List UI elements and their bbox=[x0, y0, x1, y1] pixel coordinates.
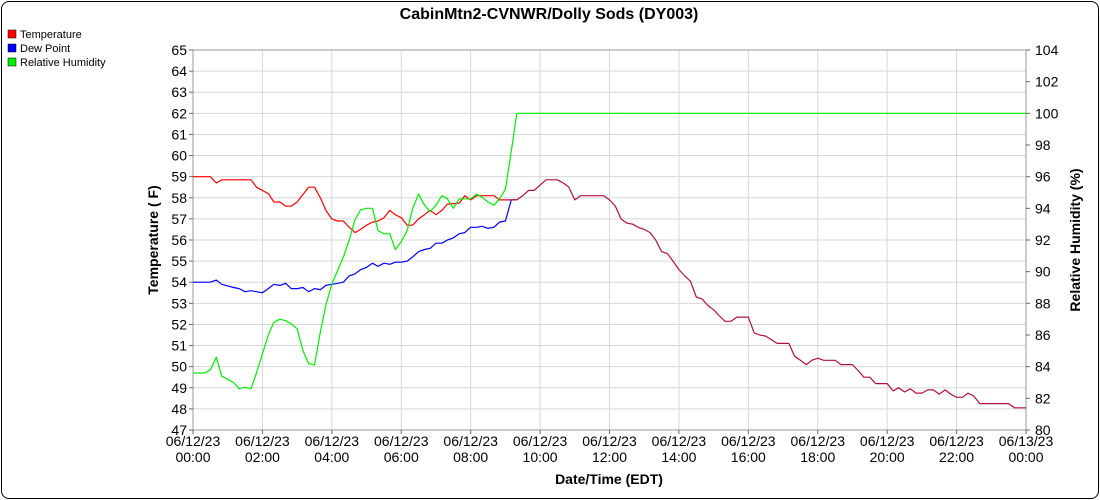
series-lines bbox=[193, 112, 1026, 409]
y-tick-label: 64 bbox=[171, 63, 187, 79]
y-tick-label: 56 bbox=[171, 232, 187, 248]
x-tick-time: 22:00 bbox=[939, 449, 974, 465]
y-tick-label: 57 bbox=[171, 211, 187, 227]
y2-tick-label: 88 bbox=[1035, 295, 1051, 311]
y-tick-label: 54 bbox=[171, 274, 187, 290]
series-line-dew-point bbox=[193, 199, 517, 294]
x-tick-time: 14:00 bbox=[661, 449, 696, 465]
y2-tick-label: 102 bbox=[1035, 74, 1059, 90]
y-tick-label: 60 bbox=[171, 148, 187, 164]
y2-tick-label: 92 bbox=[1035, 232, 1051, 248]
y-tick-label: 51 bbox=[171, 338, 187, 354]
x-tick-time: 18:00 bbox=[800, 449, 835, 465]
legend-label: Relative Humidity bbox=[20, 57, 106, 69]
x-tick-time: 00:00 bbox=[1008, 449, 1043, 465]
y-tick-label: 50 bbox=[171, 359, 187, 375]
y-tick-label: 61 bbox=[171, 126, 187, 142]
legend-swatch bbox=[7, 29, 17, 39]
legend-label: Dew Point bbox=[20, 43, 70, 55]
y-tick-label: 62 bbox=[171, 105, 187, 121]
x-tick-time: 04:00 bbox=[314, 449, 349, 465]
y2-tick-label: 96 bbox=[1035, 169, 1051, 185]
y-tick-label: 53 bbox=[171, 295, 187, 311]
x-tick-date: 06/12/23 bbox=[374, 433, 429, 449]
legend-swatch bbox=[7, 57, 17, 67]
x-tick-time: 02:00 bbox=[245, 449, 280, 465]
x-tick-date: 06/12/23 bbox=[929, 433, 984, 449]
x-tick-time: 12:00 bbox=[592, 449, 627, 465]
x-tick-date: 06/12/23 bbox=[235, 433, 290, 449]
y2-tick-label: 94 bbox=[1035, 200, 1051, 216]
x-tick-time: 00:00 bbox=[175, 449, 210, 465]
y-tick-label: 63 bbox=[171, 84, 187, 100]
y-tick-label: 47 bbox=[171, 422, 187, 438]
x-tick-date: 06/12/23 bbox=[791, 433, 846, 449]
x-tick-date: 06/13/23 bbox=[999, 433, 1054, 449]
x-tick-time: 10:00 bbox=[523, 449, 558, 465]
y-tick-label: 59 bbox=[171, 169, 187, 185]
y-tick-label: 55 bbox=[171, 253, 187, 269]
x-tick-date: 06/12/23 bbox=[443, 433, 498, 449]
y-tick-label: 58 bbox=[171, 190, 187, 206]
y2-tick-label: 98 bbox=[1035, 137, 1051, 153]
legend-label: Temperature bbox=[20, 29, 82, 41]
legend-swatch bbox=[7, 43, 17, 53]
y-tick-label: 52 bbox=[171, 316, 187, 332]
y2-tick-label: 82 bbox=[1035, 390, 1051, 406]
y2-tick-label: 90 bbox=[1035, 264, 1051, 280]
x-tick-date: 06/12/23 bbox=[305, 433, 360, 449]
y2-tick-label: 100 bbox=[1035, 105, 1059, 121]
y-tick-label: 65 bbox=[171, 42, 187, 58]
y-axis-ticks: 47 48 49 50 51 52 53 54 55 56 57 58 59 60 61 62 63 64 65 bbox=[171, 42, 193, 438]
x-tick-date: 06/12/23 bbox=[582, 433, 637, 449]
y2-tick-label: 104 bbox=[1035, 42, 1059, 58]
y-tick-label: 49 bbox=[171, 380, 187, 396]
y-axis-label: Temperature ( F) bbox=[145, 185, 161, 294]
y2-axis-label: Relative Humidity (%) bbox=[1067, 168, 1083, 311]
x-tick-date: 06/12/23 bbox=[652, 433, 707, 449]
series-line-temperature bbox=[193, 176, 506, 234]
y-tick-label: 48 bbox=[171, 401, 187, 417]
series-line-relative-humidity bbox=[193, 112, 1026, 390]
y2-axis-ticks: 80 82 84 86 88 90 92 94 96 98 100 102 104 bbox=[1026, 42, 1059, 438]
x-tick-date: 06/12/23 bbox=[166, 433, 221, 449]
x-axis-ticks: 06/12/2300:0006/12/2302:0006/12/2304:000… bbox=[166, 430, 1054, 465]
legend: Temperature Dew Point Relative Humidity bbox=[7, 29, 106, 69]
x-tick-time: 06:00 bbox=[384, 449, 419, 465]
x-tick-date: 06/12/23 bbox=[513, 433, 568, 449]
x-tick-date: 06/12/23 bbox=[721, 433, 776, 449]
x-tick-date: 06/12/23 bbox=[860, 433, 915, 449]
y2-tick-label: 84 bbox=[1035, 359, 1051, 375]
y2-tick-label: 80 bbox=[1035, 422, 1051, 438]
x-axis-label: Date/Time (EDT) bbox=[555, 471, 663, 487]
x-tick-time: 08:00 bbox=[453, 449, 488, 465]
x-tick-time: 20:00 bbox=[870, 449, 905, 465]
grid bbox=[192, 49, 1027, 431]
chart-title: CabinMtn2-CVNWR/Dolly Sods (DY003) bbox=[400, 6, 699, 23]
series-line-merged-3 bbox=[505, 179, 1026, 409]
x-tick-time: 16:00 bbox=[731, 449, 766, 465]
y2-tick-label: 86 bbox=[1035, 327, 1051, 343]
